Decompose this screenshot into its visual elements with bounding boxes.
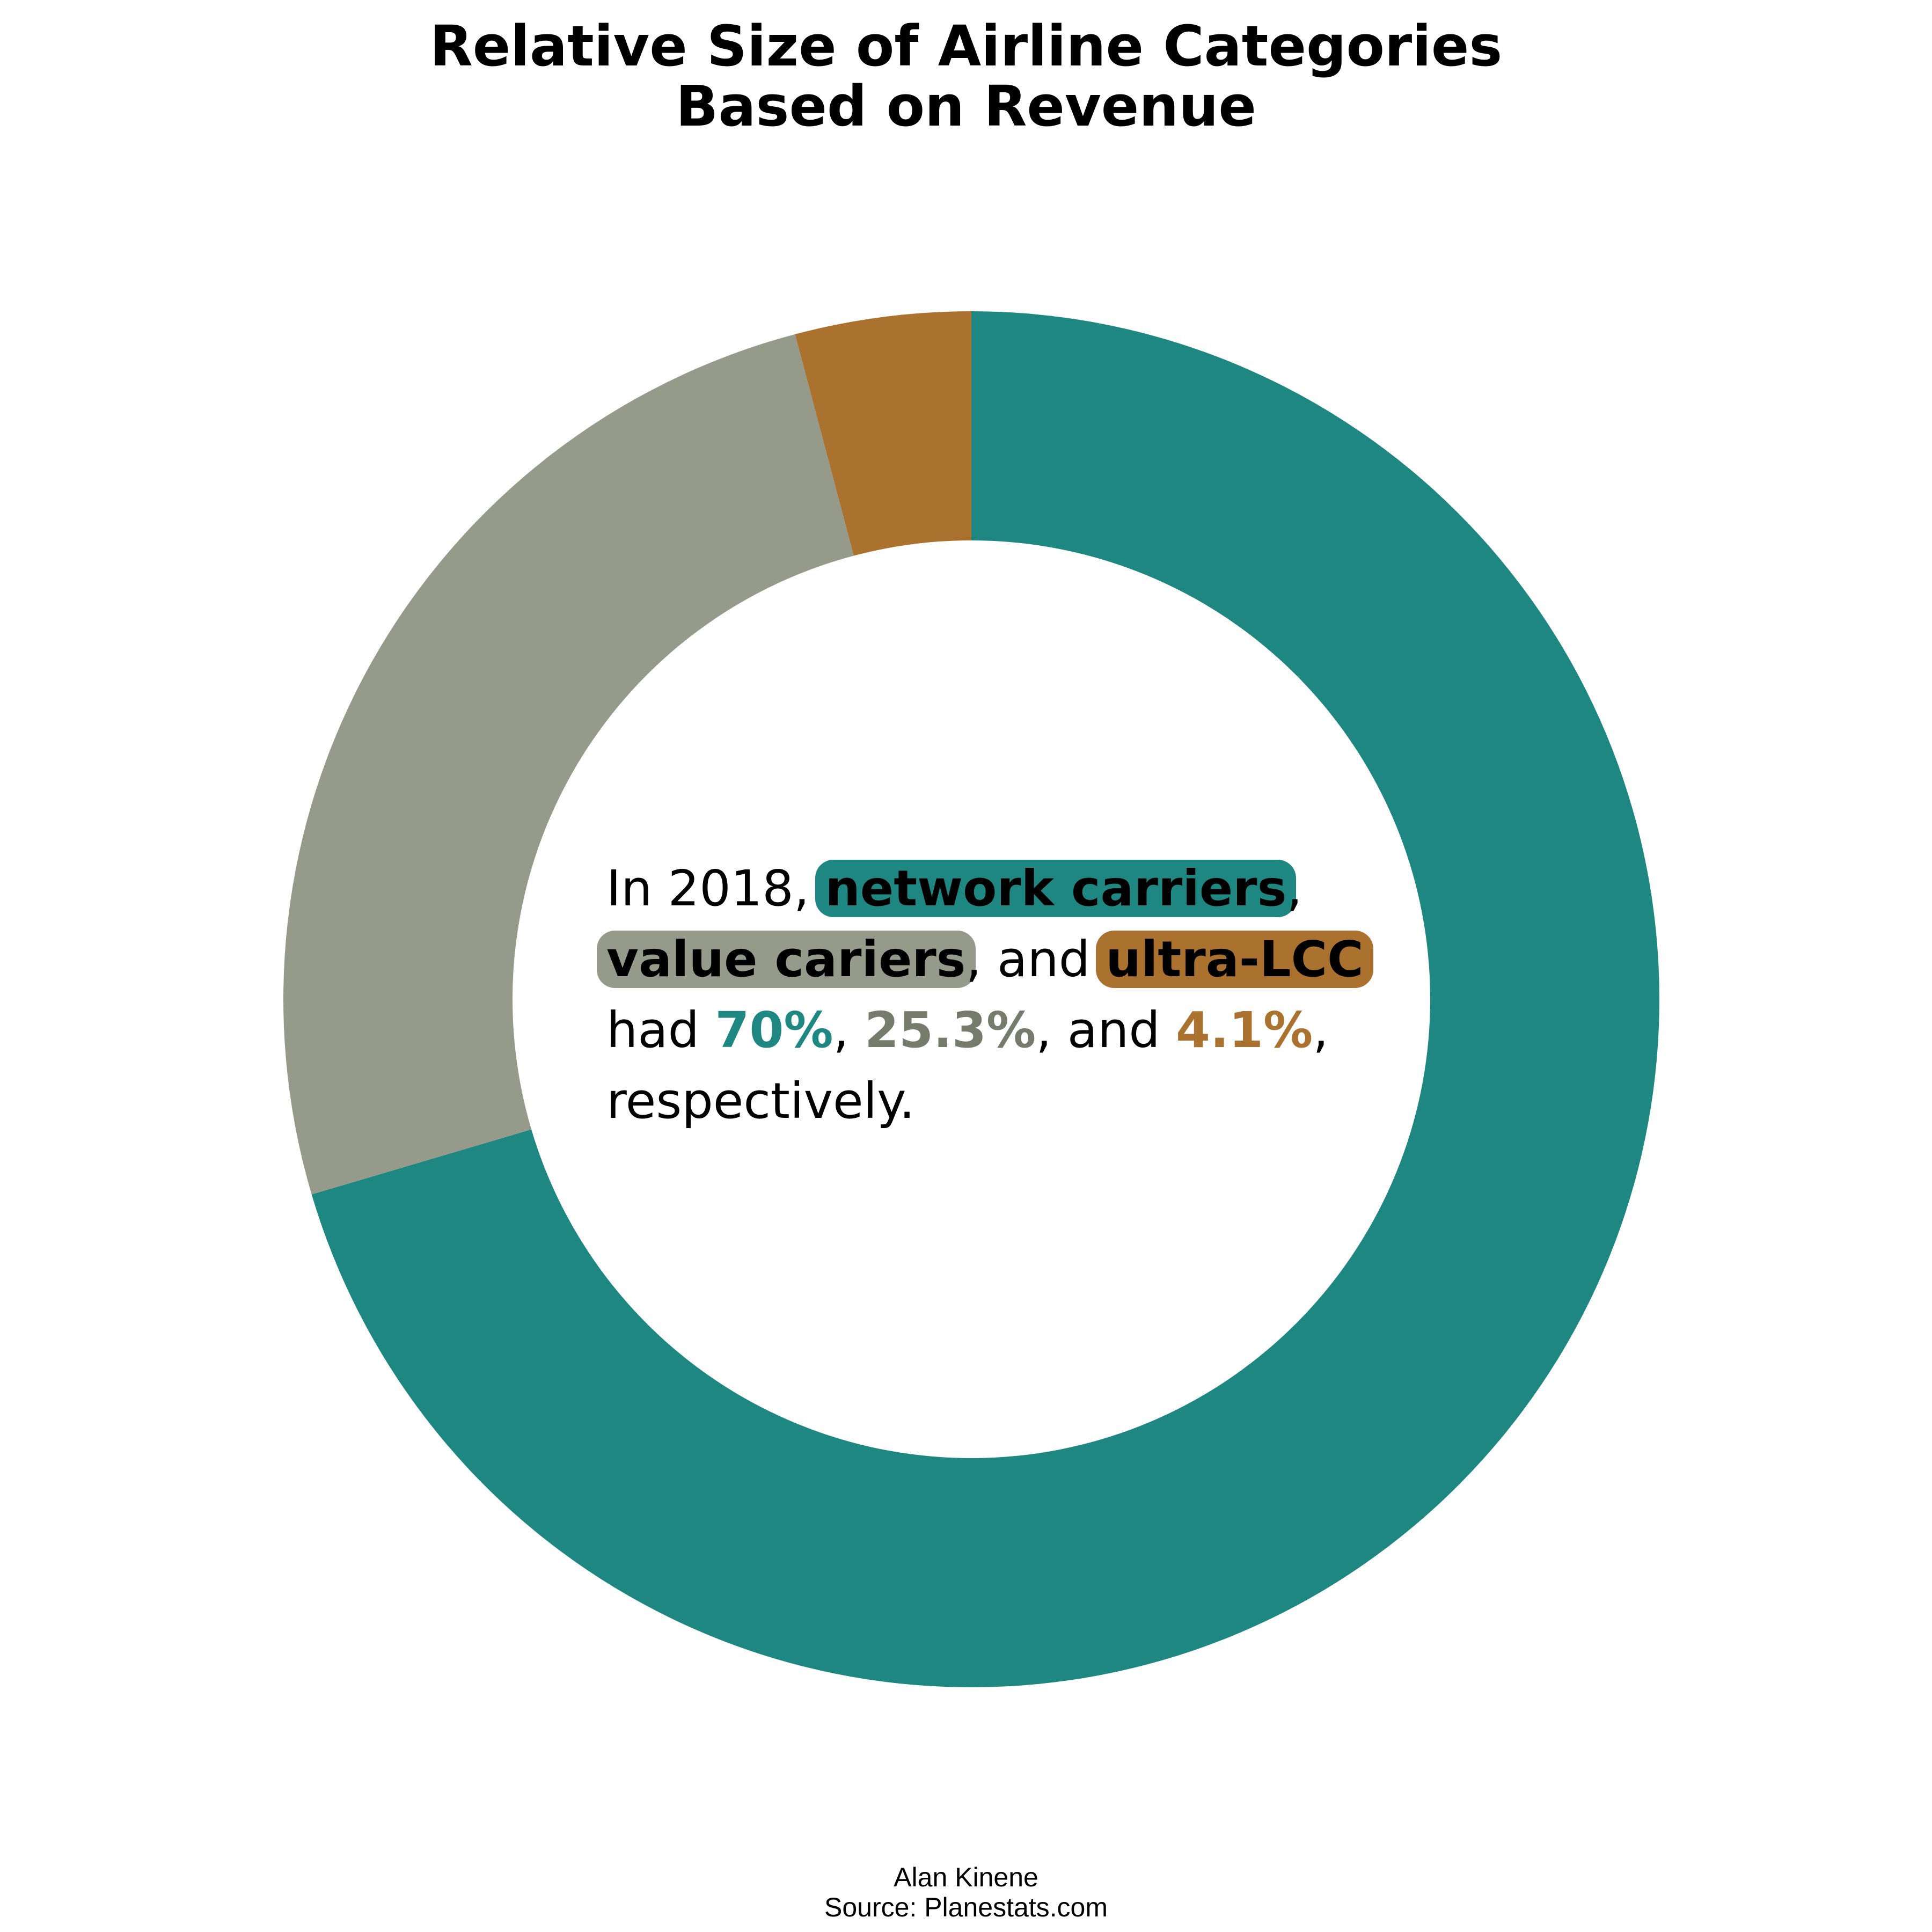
- pct-ultra-lcc: 4.1%: [1176, 1001, 1313, 1059]
- donut-slice-network-carriers: [311, 311, 1659, 1687]
- annotation-sep-4: , and: [1036, 1001, 1176, 1059]
- donut-slice-value-cariers: [283, 334, 854, 1195]
- donut-slice-ultra-lcc: [795, 311, 971, 556]
- annotation-sep-5: ,: [1313, 1001, 1329, 1059]
- source: Source: Planestats.com: [824, 1892, 1108, 1922]
- annotation-sep-1: ,: [1286, 860, 1302, 917]
- center-annotation: In 2018, network carriers, value cariers,…: [597, 853, 1411, 1137]
- annotation-sep-3: ,: [833, 1001, 865, 1059]
- highlight-value-cariers: value cariers: [597, 931, 976, 988]
- chart-title: Relative Size of Airline Categories Base…: [0, 16, 1932, 136]
- annotation-had: had: [606, 1001, 715, 1059]
- pct-network-carriers: 70%: [715, 1001, 833, 1059]
- highlight-network-carriers: network carriers: [815, 860, 1297, 917]
- annotation-intro: In 2018,: [606, 860, 825, 917]
- chart-title-line-1: Relative Size of Airline Categories: [429, 13, 1503, 79]
- highlight-ultra-lcc: ultra-LCC: [1096, 931, 1373, 988]
- annotation-sep-2: , and: [965, 931, 1106, 988]
- author: Alan Kinene: [894, 1862, 1038, 1892]
- credits: Alan Kinene Source: Planestats.com: [0, 1862, 1932, 1922]
- chart-title-line-2: Based on Revenue: [676, 74, 1256, 139]
- pct-value-cariers: 25.3%: [865, 1001, 1036, 1059]
- annotation-outro: respectively.: [606, 1072, 915, 1130]
